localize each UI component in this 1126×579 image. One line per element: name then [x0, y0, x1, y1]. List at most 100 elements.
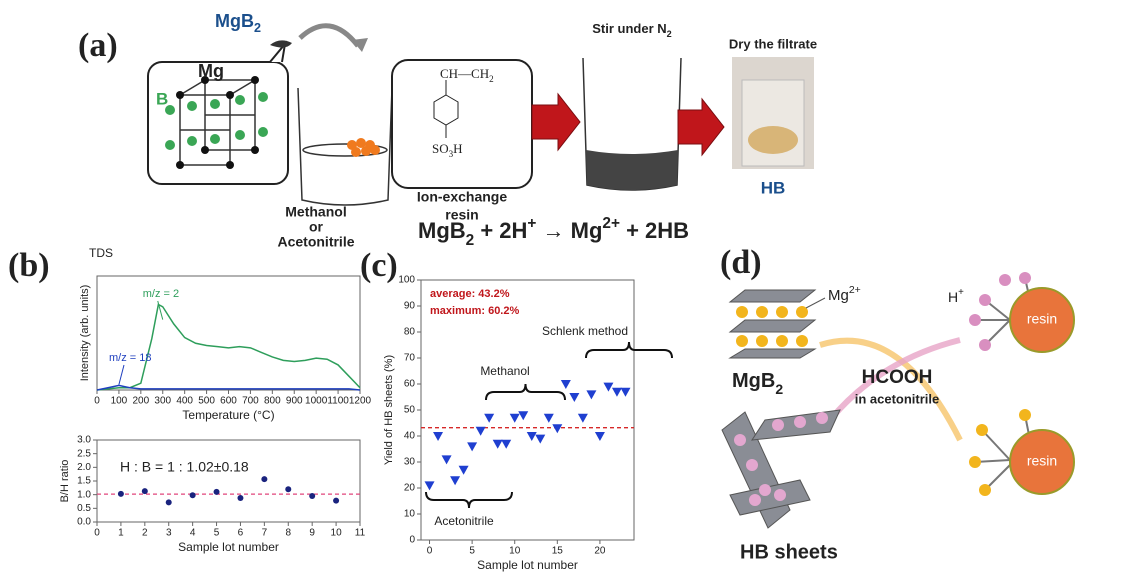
x-tick-label: 10: [331, 528, 343, 539]
annotation: Methanol: [480, 364, 529, 378]
step-label: Dry the filtrate: [729, 36, 817, 51]
data-point: [442, 455, 452, 464]
pointer: [806, 298, 825, 308]
solvent-label: or: [309, 219, 324, 235]
text-segment: CH—CH: [440, 66, 489, 81]
x-tick-label: 8: [285, 528, 291, 539]
data-point: [476, 427, 486, 436]
data-point: [620, 388, 630, 397]
data-point: [484, 414, 494, 423]
data-point: [237, 495, 243, 501]
x-tick-label: 1200: [349, 396, 372, 407]
x-tick-label: 0: [94, 396, 100, 407]
data-point: [595, 432, 605, 441]
text-segment: + 2HB: [620, 218, 689, 243]
data-point: [603, 383, 613, 392]
series-annotation: m/z = 2: [143, 288, 179, 300]
x-tick-label: 10: [509, 546, 521, 557]
x-tick-label: 11: [355, 528, 366, 539]
x-tick-label: 4: [190, 528, 196, 539]
plot-frame: [97, 276, 360, 390]
beaker: [583, 58, 681, 190]
y-tick-label: 40: [404, 431, 416, 442]
y-tick-label: 0: [409, 535, 415, 546]
step-label: Stir under N2: [592, 21, 671, 39]
y-tick-label: 30: [404, 457, 416, 468]
data-point: [118, 491, 124, 497]
data-point: [333, 498, 339, 504]
y-tick-label: 90: [404, 301, 416, 312]
reagent-label: HCOOH: [862, 367, 933, 388]
data-point: [433, 432, 443, 441]
text-segment: 2: [254, 21, 261, 35]
x-tick-label: 300: [154, 396, 171, 407]
text-segment: Stir under N: [592, 21, 666, 36]
x-tick-label: 5: [469, 546, 475, 557]
x-tick-label: 0: [427, 546, 433, 557]
y-tick-label: 100: [398, 275, 415, 286]
x-tick-label: 7: [262, 528, 268, 539]
y-tick-label: 3.0: [77, 435, 91, 446]
y-tick-label: 2.0: [77, 462, 91, 473]
data-point: [561, 380, 571, 389]
data-point: [535, 435, 545, 444]
data-point: [214, 489, 220, 495]
y-tick-label: 10: [404, 509, 416, 520]
text-segment: 2: [667, 29, 672, 39]
data-point: [166, 499, 172, 505]
data-point: [578, 414, 588, 423]
panel-label: (c): [360, 247, 398, 284]
data-point: [493, 440, 503, 449]
panel-label: (b): [8, 247, 50, 284]
y-tick-label: 60: [404, 379, 416, 390]
chart-title: TDS: [89, 246, 113, 260]
annotation-arrow: [119, 365, 124, 385]
text-segment: H: [948, 289, 958, 305]
y-tick-label: 70: [404, 353, 416, 364]
text-segment: MgB: [732, 370, 775, 392]
data-point: [425, 481, 435, 490]
y-tick-label: 1.5: [77, 476, 91, 487]
data-point: [261, 476, 267, 482]
x-tick-label: 20: [594, 546, 606, 557]
annotation: maximum: 60.2%: [430, 305, 519, 317]
figure: (a) Mg B CH—CH2 SO3H Ion-exchange resin …: [0, 0, 1126, 574]
x-tick-label: 6: [238, 528, 244, 539]
resin-label: resin: [1027, 311, 1057, 327]
data-point: [510, 414, 520, 423]
powder: [270, 40, 292, 47]
x-tick-label: 500: [198, 396, 215, 407]
y-tick-label: 1.0: [77, 489, 91, 500]
data-point: [544, 414, 554, 423]
data-point: [518, 411, 528, 420]
series-annotation: m/z = 18: [109, 352, 152, 364]
b-label: B: [156, 89, 168, 108]
data-point: [527, 432, 537, 441]
annotation: Schlenk method: [542, 324, 628, 338]
y-tick-label: 0.0: [77, 517, 91, 528]
solvent-label: Acetonitrile: [277, 234, 354, 250]
brace: [586, 342, 672, 358]
text-segment: SO: [432, 141, 449, 156]
solvent-label: Methanol: [285, 204, 346, 220]
data-point: [459, 466, 469, 475]
annotation-arrow: [158, 301, 163, 320]
x-tick-label: 600: [220, 396, 237, 407]
arrow: [820, 341, 960, 440]
data-line: [97, 305, 360, 391]
text-segment: H: [453, 141, 462, 156]
mgb2-label: MgB2: [215, 11, 261, 36]
x-axis-label: Sample lot number: [178, 540, 279, 554]
equation: MgB2 + 2H+ → Mg2+ + 2HB: [418, 215, 689, 249]
product-label: HB sheets: [740, 541, 838, 563]
data-point: [552, 424, 562, 433]
y-tick-label: 80: [404, 327, 416, 338]
mgb2-layers: [730, 290, 815, 358]
annotation: average: 43.2%: [430, 288, 510, 300]
resin-label: resin: [1027, 453, 1057, 469]
y-axis-label: B/H ratio: [59, 460, 71, 503]
resin-sphere: [969, 409, 1074, 496]
text-segment: 2: [466, 232, 475, 249]
text-segment: +: [958, 287, 964, 298]
data-point: [285, 486, 291, 492]
